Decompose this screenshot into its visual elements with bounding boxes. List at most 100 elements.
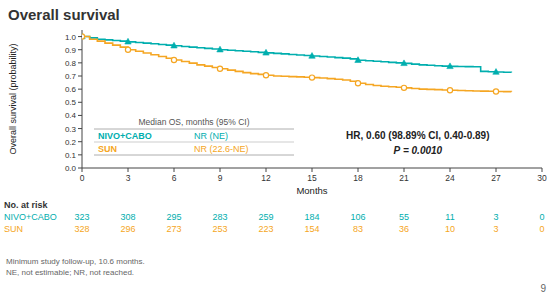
marker (309, 75, 314, 80)
survival-curve (82, 37, 511, 73)
marker (447, 63, 453, 69)
legend-value: NR (NE) (194, 131, 228, 141)
chart: Overall survival 0.0 0.1 0.2 0.3 0.4 0.5 0.6 0.7… (0, 0, 554, 302)
y-tick (78, 141, 82, 142)
title: Overall survival (8, 6, 120, 23)
marker (401, 60, 407, 66)
at-risk-table: No. at risk NIVO+CABO 323 308 295 283 259 184 10… (4, 200, 545, 234)
y-tick (78, 168, 82, 169)
y-tick (78, 49, 82, 50)
legend-title: Median OS, months (95% CI) (138, 117, 249, 127)
at-risk-value: 323 (74, 212, 89, 222)
x-tick (82, 168, 83, 172)
y-tick (78, 62, 82, 63)
at-risk-value: 253 (212, 224, 227, 234)
at-risk-value: 273 (166, 224, 181, 234)
y-tick-label: 0.1 (65, 151, 77, 160)
at-risk-value: 3 (493, 212, 498, 222)
x-tick-label: 30 (537, 173, 547, 183)
at-risk-value: 283 (212, 212, 227, 222)
x-tick (542, 168, 543, 172)
y-tick (78, 154, 82, 155)
y-tick-label: 0.9 (65, 46, 77, 55)
y-tick-label: 0.2 (65, 138, 77, 147)
y-tick (78, 36, 82, 37)
x-tick (496, 168, 497, 172)
x-tick (404, 168, 405, 172)
at-risk-value: 308 (120, 212, 135, 222)
at-risk-value: 328 (74, 224, 89, 234)
at-risk-title: No. at risk (4, 200, 49, 210)
marker (82, 33, 85, 39)
x-axis-label: Months (296, 185, 327, 196)
y-tick-label: 0.6 (65, 85, 77, 94)
x-tick (174, 168, 175, 172)
at-risk-value: 259 (258, 212, 273, 222)
marker (125, 47, 130, 52)
marker (171, 57, 176, 62)
legend-value: NR (22.6-NE) (194, 144, 249, 154)
y-axis-line (82, 30, 83, 168)
footnote: NE, not estimable; NR, not reached. (6, 268, 134, 277)
at-risk-value: 184 (304, 212, 319, 222)
x-tick (358, 168, 359, 172)
x-tick (312, 168, 313, 172)
at-risk-label: SUN (4, 224, 23, 234)
at-risk-value: 295 (166, 212, 181, 222)
survival-curve (82, 37, 511, 92)
at-risk-value: 55 (399, 212, 409, 222)
plot-area (82, 33, 511, 94)
marker (309, 53, 315, 59)
marker (125, 38, 131, 44)
footnote: Minimum study follow-up, 10.6 months. (6, 257, 145, 266)
x-tick-label: 3 (126, 173, 131, 183)
at-risk-value: 10 (445, 224, 455, 234)
marker (493, 69, 499, 75)
annotation: HR, 0.60 (98.89% CI, 0.40-0.89) (346, 130, 489, 141)
x-tick (220, 168, 221, 172)
x-tick (266, 168, 267, 172)
x-tick-label: 24 (445, 173, 455, 183)
legend-label: SUN (98, 144, 117, 154)
y-tick-label: 0.8 (65, 59, 77, 68)
legend-label: NIVO+CABO (98, 131, 152, 141)
at-risk-label: NIVO+CABO (4, 212, 57, 222)
y-tick (78, 76, 82, 77)
marker (447, 88, 452, 93)
marker (217, 46, 223, 52)
marker (171, 42, 177, 48)
at-risk-value: 83 (353, 224, 363, 234)
annotation: P = 0.0010 (393, 145, 442, 156)
y-tick-label: 0.3 (65, 125, 77, 134)
legend: Median OS, months (95% CI) NIVO+CABO NR (N… (94, 117, 294, 155)
at-risk-value: 3 (493, 224, 498, 234)
x-tick-label: 18 (353, 173, 363, 183)
x-tick (450, 168, 451, 172)
at-risk-value: 106 (350, 212, 365, 222)
page-number: 9 (540, 283, 546, 294)
marker (82, 34, 85, 39)
x-tick-label: 0 (80, 173, 85, 183)
y-tick-label: 0.4 (65, 111, 77, 120)
at-risk-value: 36 (399, 224, 409, 234)
x-tick-label: 9 (218, 173, 223, 183)
legend-rule (94, 129, 294, 130)
y-tick-label: 0.0 (65, 164, 77, 173)
y-tick (78, 89, 82, 90)
at-risk-value: 11 (445, 212, 454, 222)
y-tick (78, 128, 82, 129)
y-tick (78, 102, 82, 103)
at-risk-value: 296 (120, 224, 135, 234)
legend-rule (94, 142, 294, 143)
x-tick (128, 168, 129, 172)
marker (355, 57, 361, 63)
x-tick-label: 27 (491, 173, 501, 183)
y-tick-label: 0.5 (65, 98, 77, 107)
marker (401, 85, 406, 90)
y-tick (78, 115, 82, 116)
at-risk-value: 223 (258, 224, 273, 234)
legend-rule (94, 155, 294, 156)
y-tick-label: 0.7 (65, 72, 77, 81)
at-risk-value: 0 (539, 212, 544, 222)
x-tick-label: 6 (172, 173, 177, 183)
